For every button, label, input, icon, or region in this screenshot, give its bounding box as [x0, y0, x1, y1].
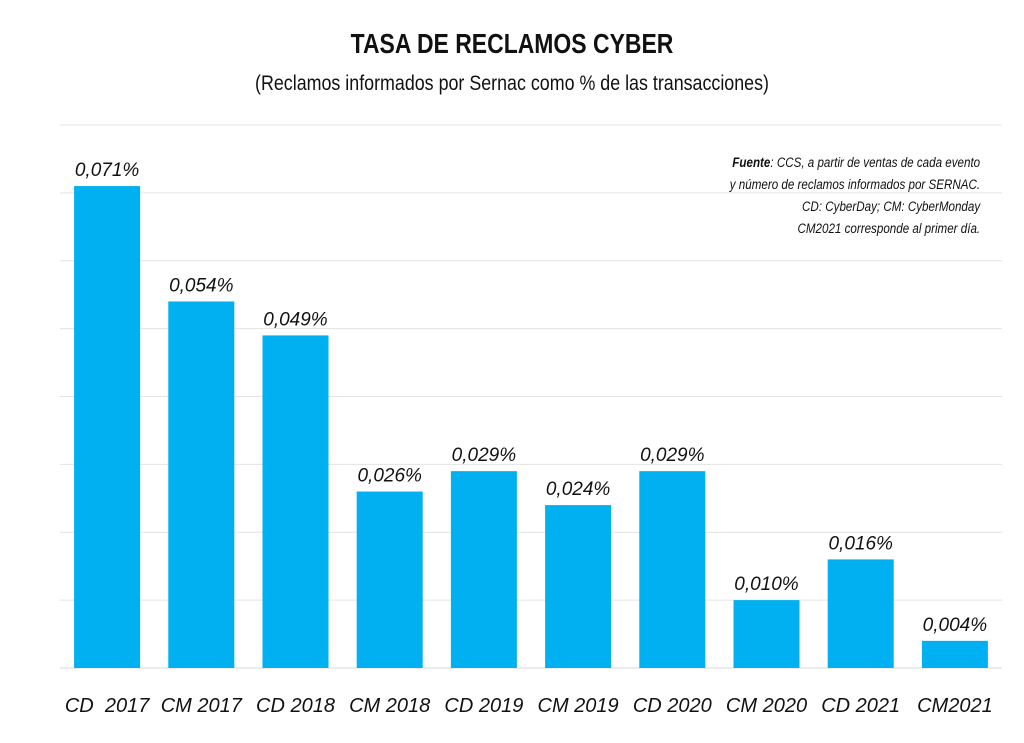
bar-1: [168, 301, 235, 668]
data-label-9: 0,004%: [923, 615, 988, 636]
bar-4: [450, 471, 517, 668]
bar-8: [827, 559, 894, 668]
source-note-line-2: y número de reclamos informados por SERN…: [729, 177, 980, 192]
bar-2: [262, 335, 329, 668]
x-tick-label-8: CD 2021: [821, 695, 900, 717]
data-label-3: 0,026%: [357, 466, 422, 487]
x-tick-label-1: CM 2017: [161, 695, 243, 717]
data-label-4: 0,029%: [452, 445, 517, 466]
source-label: Fuente: [732, 155, 771, 170]
chart-subtitle: (Reclamos informados por Sernac como % d…: [255, 72, 769, 95]
bar-6: [639, 471, 706, 668]
data-label-2: 0,049%: [263, 309, 328, 330]
chart-title: TASA DE RECLAMOS CYBER: [350, 28, 674, 59]
source-note-line-4: CM2021 corresponde al primer día.: [797, 221, 980, 236]
source-text: : CCS, a partir de ventas de cada evento: [770, 155, 980, 170]
source-note-line-1: Fuente: CCS, a partir de ventas de cada …: [730, 152, 980, 174]
bar-7: [733, 600, 800, 668]
data-label-7: 0,010%: [734, 574, 799, 595]
x-tick-label-4: CD 2019: [444, 695, 523, 717]
x-tick-label-7: CM 2020: [726, 695, 807, 717]
x-tick-label-0: CD 2017: [65, 695, 150, 717]
x-tick-label-6: CD 2020: [633, 695, 712, 717]
x-tick-label-9: CM2021: [917, 695, 993, 717]
bar-3: [356, 491, 423, 668]
data-label-0: 0,071%: [75, 160, 140, 181]
bar-5: [545, 505, 612, 668]
data-label-6: 0,029%: [640, 445, 705, 466]
data-label-8: 0,016%: [828, 533, 893, 554]
x-tick-label-2: CD 2018: [256, 695, 335, 717]
x-tick-label-5: CM 2019: [538, 695, 619, 717]
source-note: Fuente: CCS, a partir de ventas de cada …: [730, 152, 980, 240]
bar-9: [921, 640, 988, 668]
data-label-1: 0,054%: [169, 275, 234, 296]
data-label-5: 0,024%: [546, 479, 611, 500]
source-note-line-3: CD: CyberDay; CM: CyberMonday: [801, 199, 980, 214]
x-tick-label-3: CM 2018: [349, 695, 430, 717]
bar-0: [74, 186, 141, 668]
